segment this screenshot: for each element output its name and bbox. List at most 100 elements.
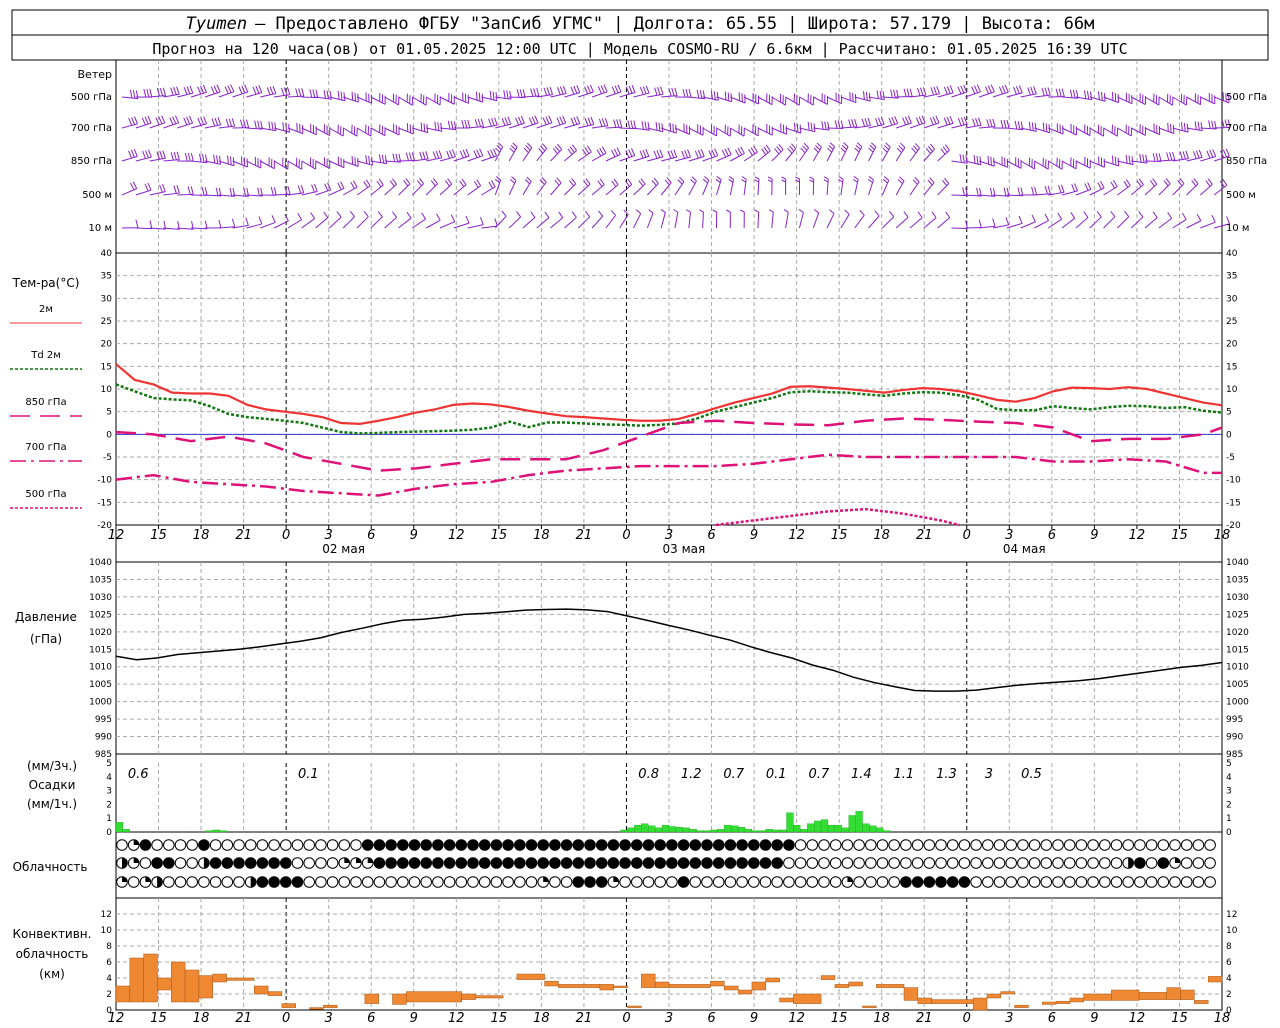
cloud-symbol — [760, 840, 771, 851]
wind-barb-flag — [1194, 178, 1198, 183]
wind-barb-flag — [930, 178, 934, 183]
wind-barb-flag — [311, 212, 315, 218]
cloud-symbol — [491, 858, 502, 869]
cloud-symbol — [362, 877, 373, 888]
wind-barb-flag — [866, 92, 867, 100]
wind-barb-flag — [246, 120, 248, 128]
wind-barb-flag — [686, 210, 690, 212]
cloud-symbol — [947, 877, 958, 888]
wind-barb-flag — [794, 123, 795, 131]
wind-barb-flag — [845, 210, 849, 214]
wind-barb-flag — [617, 148, 620, 155]
wind-barb-flag — [1111, 211, 1115, 216]
wind-barb-flag — [531, 212, 535, 218]
x-tick-label: 0 — [282, 528, 290, 543]
wind-barb-flag — [378, 211, 382, 216]
pressure-tick-left: 990 — [95, 733, 112, 743]
cloud-symbol — [1076, 877, 1087, 888]
x-tick-label: 9 — [410, 528, 418, 543]
wind-barb-flag — [686, 89, 688, 97]
cloud-symbol — [257, 858, 268, 869]
conv-bar — [393, 994, 407, 1004]
wind-barb-flag — [393, 154, 395, 162]
cloud-symbol — [1053, 877, 1064, 888]
cloud-symbol — [479, 858, 490, 869]
wind-barb-flag — [451, 121, 453, 129]
wind-barb-flag — [749, 149, 753, 155]
wind-barb-flag — [352, 92, 353, 100]
wind-barb-shaft — [924, 123, 939, 128]
wind-barb-flag — [869, 176, 873, 179]
precip-total-label: 1.3 — [936, 767, 957, 782]
wind-barb-flag — [631, 148, 634, 155]
wind-barb-flag — [244, 188, 246, 196]
wind-barb-flag — [216, 188, 218, 196]
wind-barb-flag — [502, 211, 506, 216]
wind-barb-flag — [452, 149, 455, 156]
conv-tick-left: 4 — [106, 974, 112, 984]
wind-barb-shaft — [620, 155, 635, 161]
wind-barb-flag — [1032, 187, 1034, 195]
wind-barb-flag — [936, 116, 939, 123]
wind-barb-flag — [712, 150, 715, 157]
wind-barb-flag — [379, 179, 383, 185]
cloud-symbol — [1088, 840, 1099, 851]
wind-barb-shaft — [1187, 184, 1199, 195]
pressure-tick-right: 1040 — [1226, 558, 1249, 568]
wind-barb-shaft — [910, 218, 922, 228]
x-tick-label: 18 — [193, 528, 210, 543]
wind-barb-flag — [171, 152, 173, 160]
cloud-symbol — [1146, 840, 1157, 851]
wind-barb-shaft — [827, 214, 834, 228]
wind-barb-flag — [1005, 85, 1008, 92]
wind-barb-flag — [131, 150, 134, 157]
wind-barb-shaft — [440, 128, 456, 130]
wind-barb-flag — [1199, 150, 1202, 157]
wind-barb-flag — [495, 148, 499, 152]
cloud-symbol — [702, 877, 713, 888]
cloud-symbol — [795, 840, 806, 851]
cloud-symbol — [327, 858, 338, 869]
cloud-symbol — [515, 840, 526, 851]
precip-bar — [655, 828, 662, 832]
wind-barb-flag — [1101, 181, 1105, 188]
x-tick-label: 9 — [1090, 528, 1098, 543]
wind-barb-flag — [582, 149, 586, 155]
temp-tick-left: 15 — [101, 362, 112, 372]
cloud-symbol-half — [122, 858, 127, 869]
wind-barb-shaft — [952, 124, 968, 128]
wind-barb-flag — [973, 119, 976, 127]
wind-barb-shaft — [191, 124, 206, 128]
wind-barb-flag — [555, 146, 559, 151]
wind-barb-flag — [738, 148, 742, 155]
wind-barb-shaft — [246, 161, 260, 168]
wind-barb-flag — [602, 147, 606, 154]
wind-barb-shaft — [564, 93, 579, 97]
x-tick-label: 0 — [622, 528, 630, 543]
wind-barb-flag — [1181, 122, 1182, 130]
cloud-symbol — [655, 858, 666, 869]
wind-barb-flag — [1196, 151, 1199, 158]
wind-barb-flag — [191, 186, 193, 194]
wind-barb-flag — [549, 116, 552, 123]
wind-barb-flag — [977, 85, 980, 92]
wind-barb-flag — [620, 119, 622, 127]
precip-bar — [697, 831, 704, 832]
wind-barb-shaft — [426, 128, 442, 131]
wind-barb-shaft — [509, 217, 521, 228]
wind-barb-flag — [460, 151, 463, 158]
wind-barb-flag — [1032, 215, 1035, 222]
wind-barb-flag — [947, 86, 950, 93]
wind-barb-flag — [1212, 215, 1215, 222]
wind-barb-flag — [1045, 186, 1047, 194]
wind-barb-shaft — [454, 185, 466, 195]
wind-barb-flag — [1099, 91, 1100, 99]
cloud-symbol — [1006, 840, 1017, 851]
wind-barb-shaft — [1159, 184, 1170, 195]
cloud-symbol — [936, 858, 947, 869]
wind-barb-flag — [682, 151, 685, 158]
wind-barb-shaft — [1187, 157, 1203, 161]
wind-barb-shaft — [952, 195, 968, 196]
precip-bar — [752, 831, 759, 832]
temp-tick-right: 0 — [1226, 430, 1232, 440]
